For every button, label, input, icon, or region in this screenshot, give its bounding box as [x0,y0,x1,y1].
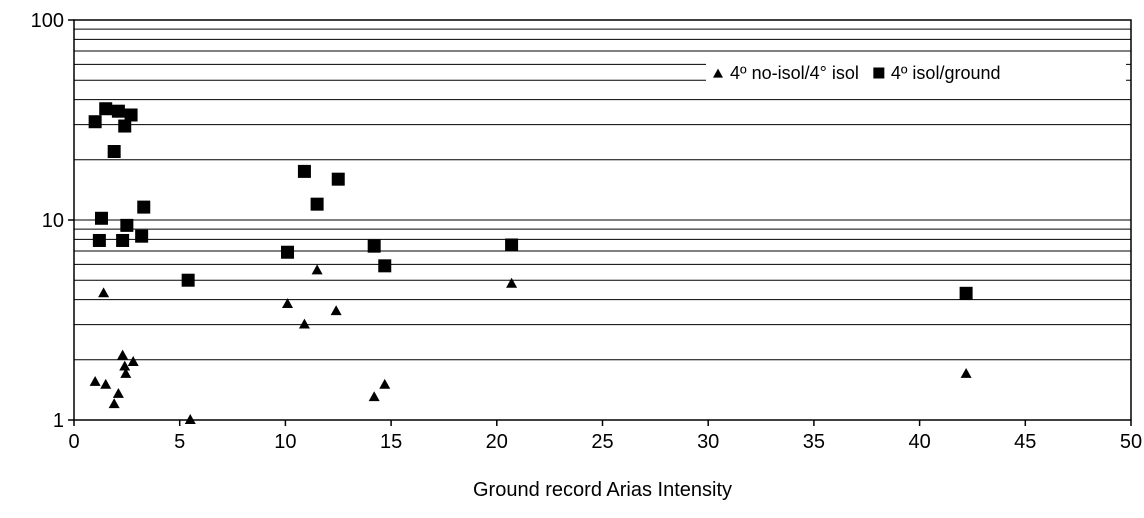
data-point-square [297,164,311,178]
series-triangle [89,264,972,424]
data-point-square [124,108,138,122]
data-point-triangle [960,367,972,378]
data-point-square [88,115,102,129]
x-tick-label: 5 [174,431,185,453]
data-point-triangle [506,277,518,288]
data-point-square [331,172,345,186]
y-axis-tick-labels: 1 10 100 [31,10,74,432]
data-point-triangle [298,318,310,329]
data-points [88,102,973,424]
x-tick-label: 10 [274,431,296,453]
legend-label: 4º isol/ground [891,63,1001,83]
data-point-square [281,245,295,259]
data-point-square [107,145,121,159]
x-tick-label: 35 [803,431,825,453]
x-tick-label: 25 [591,431,613,453]
data-point-triangle [89,375,101,386]
legend-label: 4º no-isol/4° isol [730,63,859,83]
data-point-triangle [311,264,323,275]
data-point-square [120,218,134,232]
x-axis-tick-labels: 0 5 10 15 20 25 30 35 40 45 50 [68,420,1142,453]
data-point-square [99,102,113,116]
data-point-triangle [119,360,131,371]
data-point-triangle [368,391,380,402]
data-point-square [118,119,132,133]
data-point-triangle [112,387,124,398]
data-point-square [181,273,195,287]
data-point-triangle [330,305,342,316]
data-point-triangle [120,367,132,378]
data-point-square [116,233,130,247]
data-point-triangle [108,398,120,409]
x-tick-label: 0 [68,431,79,453]
data-point-triangle [184,414,196,424]
y-tick-label: 1 [53,410,64,432]
data-point-square [137,200,151,214]
y-tick-label: 100 [31,10,64,32]
data-point-square [959,286,973,300]
data-point-square [135,229,149,243]
data-point-triangle [282,298,294,309]
data-point-square [94,211,108,225]
x-tick-label: 40 [908,431,930,453]
data-point-triangle [127,356,139,366]
x-tick-label: 45 [1014,431,1036,453]
data-point-triangle [98,287,110,298]
data-point-square [111,104,125,118]
legend: 4º no-isol/4° isol 4º isol/ground [706,58,1126,88]
x-tick-label: 20 [486,431,508,453]
x-tick-label: 30 [697,431,719,453]
x-tick-label: 15 [380,431,402,453]
data-point-triangle [100,378,112,389]
data-point-triangle [379,378,391,389]
data-point-square [92,233,106,247]
legend-box [706,58,1126,88]
data-point-triangle [117,349,129,360]
data-point-square [367,239,381,253]
data-point-square [505,238,519,252]
data-point-square [310,197,324,211]
y-tick-label: 10 [42,210,64,232]
legend-marker-square [873,67,885,79]
x-axis-title: Ground record Arias Intensity [473,479,732,501]
series-square [88,102,973,300]
x-tick-label: 50 [1120,431,1142,453]
legend-marker-triangle [713,68,723,78]
data-point-square [378,259,392,273]
